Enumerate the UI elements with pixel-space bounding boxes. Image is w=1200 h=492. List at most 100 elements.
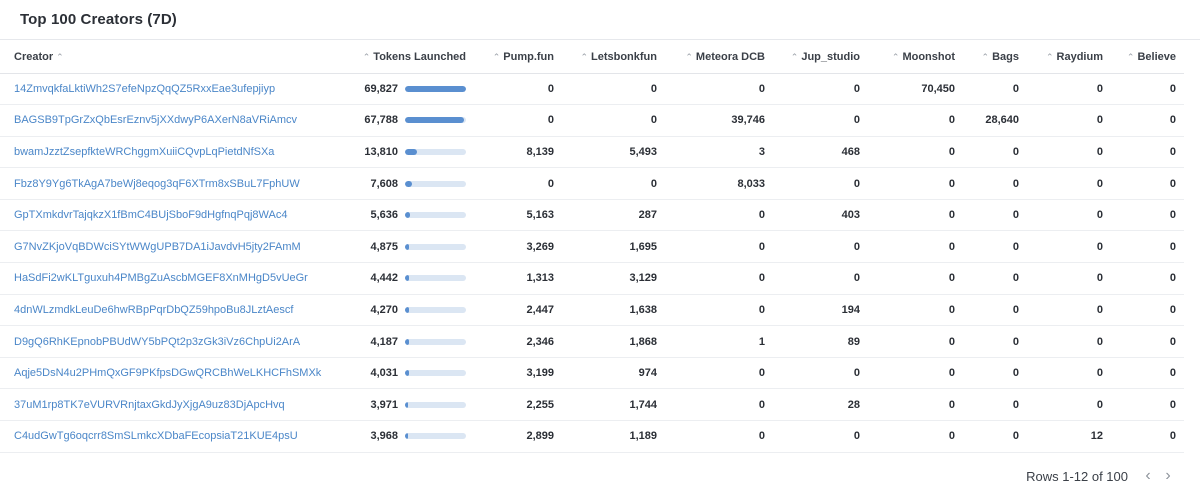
cell-raydium: 0	[1027, 167, 1111, 200]
cell-letsbonkfun: 5,493	[562, 136, 665, 169]
column-header-believe[interactable]: ⌃ Believe	[1111, 41, 1184, 74]
cell-believe: 0	[1111, 199, 1184, 232]
cell-raydium: 0	[1027, 73, 1111, 106]
cell-meteora-dcb: 0	[665, 73, 773, 106]
cell-raydium: 12	[1027, 420, 1111, 453]
cell-jup-studio: 0	[773, 73, 868, 106]
column-header-meteora-dcb[interactable]: ⌃ Meteora DCB	[665, 41, 773, 74]
creator-link[interactable]: G7NvZKjoVqBDWciSYtWWgUPB7DA1iJavdvH5jty2…	[14, 240, 301, 253]
tokens-progress-bar	[405, 85, 466, 92]
tokens-launched-value: 4,270	[370, 303, 398, 316]
column-header-tokens-launched[interactable]: ⌃ Tokens Launched	[335, 41, 474, 74]
cell-bags: 0	[963, 167, 1027, 200]
cell-raydium: 0	[1027, 262, 1111, 295]
cell-moonshot: 0	[868, 262, 963, 295]
cell-bags: 0	[963, 199, 1027, 232]
cell-letsbonkfun: 1,189	[562, 420, 665, 453]
cell-creator: 4dnWLzmdkLeuDe6hwRBpPqrDbQZ59hpoBu8JLztA…	[0, 294, 335, 327]
cell-believe: 0	[1111, 357, 1184, 390]
cell-tokens-launched: 4,270	[335, 294, 474, 327]
table-row: 14ZmvqkfaLktiWh2S7efeNpzQqQZ5RxxEae3ufep…	[0, 73, 1184, 106]
cell-letsbonkfun: 0	[562, 167, 665, 200]
creator-link[interactable]: D9gQ6RhKEpnobPBUdWY5bPQt2p3zGk3iVz6ChpUi…	[14, 335, 301, 348]
cell-tokens-launched: 67,788	[335, 104, 474, 137]
cell-meteora-dcb: 8,033	[665, 167, 773, 200]
chevron-left-icon[interactable]: ‹	[1145, 467, 1151, 484]
cell-bags: 0	[963, 230, 1027, 264]
cell-pump-fun: 2,447	[474, 294, 562, 327]
tokens-launched-value: 3,968	[370, 430, 398, 443]
cell-tokens-launched: 4,442	[335, 262, 474, 295]
sort-arrow-icon: ⌃	[981, 51, 990, 62]
sort-arrow-icon: ⌃	[580, 51, 588, 62]
cell-tokens-launched: 4,187	[335, 325, 474, 358]
column-header-bags[interactable]: ⌃ Bags	[963, 41, 1027, 74]
creator-link[interactable]: 14ZmvqkfaLktiWh2S7efeNpzQqQZ5RxxEae3ufep…	[14, 82, 276, 95]
creator-link[interactable]: C4udGwTg6oqcrr8SmSLmkcXDbaFEcopsiaT21KUE…	[14, 430, 298, 443]
column-header-jup-studio[interactable]: ⌃ Jup_studio	[773, 41, 868, 74]
table-row: bwamJzztZsepfkteWRChggmXuiiCQvpLqPietdNf…	[0, 136, 1184, 169]
table-row: D9gQ6RhKEpnobPBUdWY5bPQt2p3zGk3iVz6ChpUi…	[0, 325, 1184, 358]
sort-arrow-icon: ⌃	[1045, 51, 1054, 62]
cell-moonshot: 0	[868, 104, 963, 137]
sort-arrow-icon: ⌃	[790, 51, 799, 62]
cell-pump-fun: 3,269	[474, 230, 562, 264]
creator-link[interactable]: Aqje5DsN4u2PHmQxGF9PKfpsDGwQRCBhWeLKHCFh…	[14, 367, 322, 380]
creator-link[interactable]: 4dnWLzmdkLeuDe6hwRBpPqrDbQZ59hpoBu8JLztA…	[14, 303, 294, 316]
column-header-creator[interactable]: Creator ⌃	[0, 41, 335, 74]
creator-link[interactable]: 37uM1rp8TK7eVURVRnjtaxGkdJyXjgA9uz83DjAp…	[14, 398, 285, 411]
cell-raydium: 0	[1027, 357, 1111, 390]
cell-meteora-dcb: 1	[665, 325, 773, 358]
creator-link[interactable]: Fbz8Y9Yg6TkAgA7beWj8eqog3qF6XTrm8xSBuL7F…	[14, 177, 300, 190]
sort-arrow-icon: ⌃	[362, 51, 371, 62]
cell-bags: 0	[963, 325, 1027, 358]
table-row: GpTXmkdvrTajqkzX1fBmC4BUjSboF9dHgfnqPqj8…	[0, 199, 1184, 232]
tokens-progress-bar	[405, 433, 466, 440]
cell-pump-fun: 2,255	[474, 388, 562, 422]
cell-creator: C4udGwTg6oqcrr8SmSLmkcXDbaFEcopsiaT21KUE…	[0, 420, 335, 453]
creator-link[interactable]: HaSdFi2wKLTguxuh4PMBgZuAscbMGEF8XnMHgD5v…	[14, 272, 308, 285]
tokens-progress-bar	[405, 275, 466, 282]
column-header-pump-fun[interactable]: ⌃ Pump.fun	[474, 41, 562, 74]
table-row: 37uM1rp8TK7eVURVRnjtaxGkdJyXjgA9uz83DjAp…	[0, 388, 1184, 422]
creator-link[interactable]: BAGSB9TpGrZxQbEsrEznv5jXXdwyP6AXerN8aVRi…	[14, 114, 298, 127]
cell-tokens-launched: 3,971	[335, 388, 474, 422]
cell-creator: 37uM1rp8TK7eVURVRnjtaxGkdJyXjgA9uz83DjAp…	[0, 388, 335, 422]
cell-pump-fun: 2,899	[474, 420, 562, 453]
cell-believe: 0	[1111, 104, 1184, 137]
cell-pump-fun: 8,139	[474, 136, 562, 169]
tokens-progress-fill	[405, 401, 409, 408]
cell-tokens-launched: 13,810	[335, 136, 474, 169]
column-header-moonshot[interactable]: ⌃ Moonshot	[868, 41, 963, 74]
cell-creator: 14ZmvqkfaLktiWh2S7efeNpzQqQZ5RxxEae3ufep…	[0, 73, 335, 106]
tokens-progress-fill	[405, 433, 409, 440]
cell-moonshot: 0	[868, 294, 963, 327]
tokens-progress-bar	[405, 117, 466, 124]
cell-creator: D9gQ6RhKEpnobPBUdWY5bPQt2p3zGk3iVz6ChpUi…	[0, 325, 335, 358]
table-row: C4udGwTg6oqcrr8SmSLmkcXDbaFEcopsiaT21KUE…	[0, 420, 1184, 453]
cell-pump-fun: 1,313	[474, 262, 562, 295]
column-header-raydium[interactable]: ⌃ Raydium	[1027, 41, 1111, 74]
chevron-right-icon[interactable]: ›	[1165, 467, 1171, 484]
creator-link[interactable]: GpTXmkdvrTajqkzX1fBmC4BUjSboF9dHgfnqPqj8…	[14, 209, 288, 222]
table-header-row: Creator ⌃ ⌃ Tokens Launched ⌃ Pump.fun ⌃ Let…	[0, 41, 1184, 74]
cell-pump-fun: 3,199	[474, 357, 562, 390]
table-row: G7NvZKjoVqBDWciSYtWWgUPB7DA1iJavdvH5jty2…	[0, 230, 1184, 264]
cell-creator: Aqje5DsN4u2PHmQxGF9PKfpsDGwQRCBhWeLKHCFh…	[0, 357, 335, 390]
tokens-progress-fill	[405, 85, 466, 92]
table-row: HaSdFi2wKLTguxuh4PMBgZuAscbMGEF8XnMHgD5v…	[0, 262, 1184, 295]
tokens-progress-fill	[405, 306, 409, 313]
cell-jup-studio: 468	[773, 136, 868, 169]
column-header-letsbonkfun[interactable]: ⌃ Letsbonkfun	[562, 41, 665, 74]
tokens-progress-bar	[405, 401, 466, 408]
cell-creator: GpTXmkdvrTajqkzX1fBmC4BUjSboF9dHgfnqPqj8…	[0, 199, 335, 232]
cell-letsbonkfun: 0	[562, 104, 665, 137]
cell-tokens-launched: 5,636	[335, 199, 474, 232]
cell-believe: 0	[1111, 262, 1184, 295]
tokens-progress-bar	[405, 243, 466, 250]
cell-bags: 0	[963, 357, 1027, 390]
cell-bags: 0	[963, 294, 1027, 327]
cell-meteora-dcb: 39,746	[665, 104, 773, 137]
creator-link[interactable]: bwamJzztZsepfkteWRChggmXuiiCQvpLqPietdNf…	[14, 145, 275, 158]
tokens-launched-value: 3,971	[370, 398, 398, 411]
